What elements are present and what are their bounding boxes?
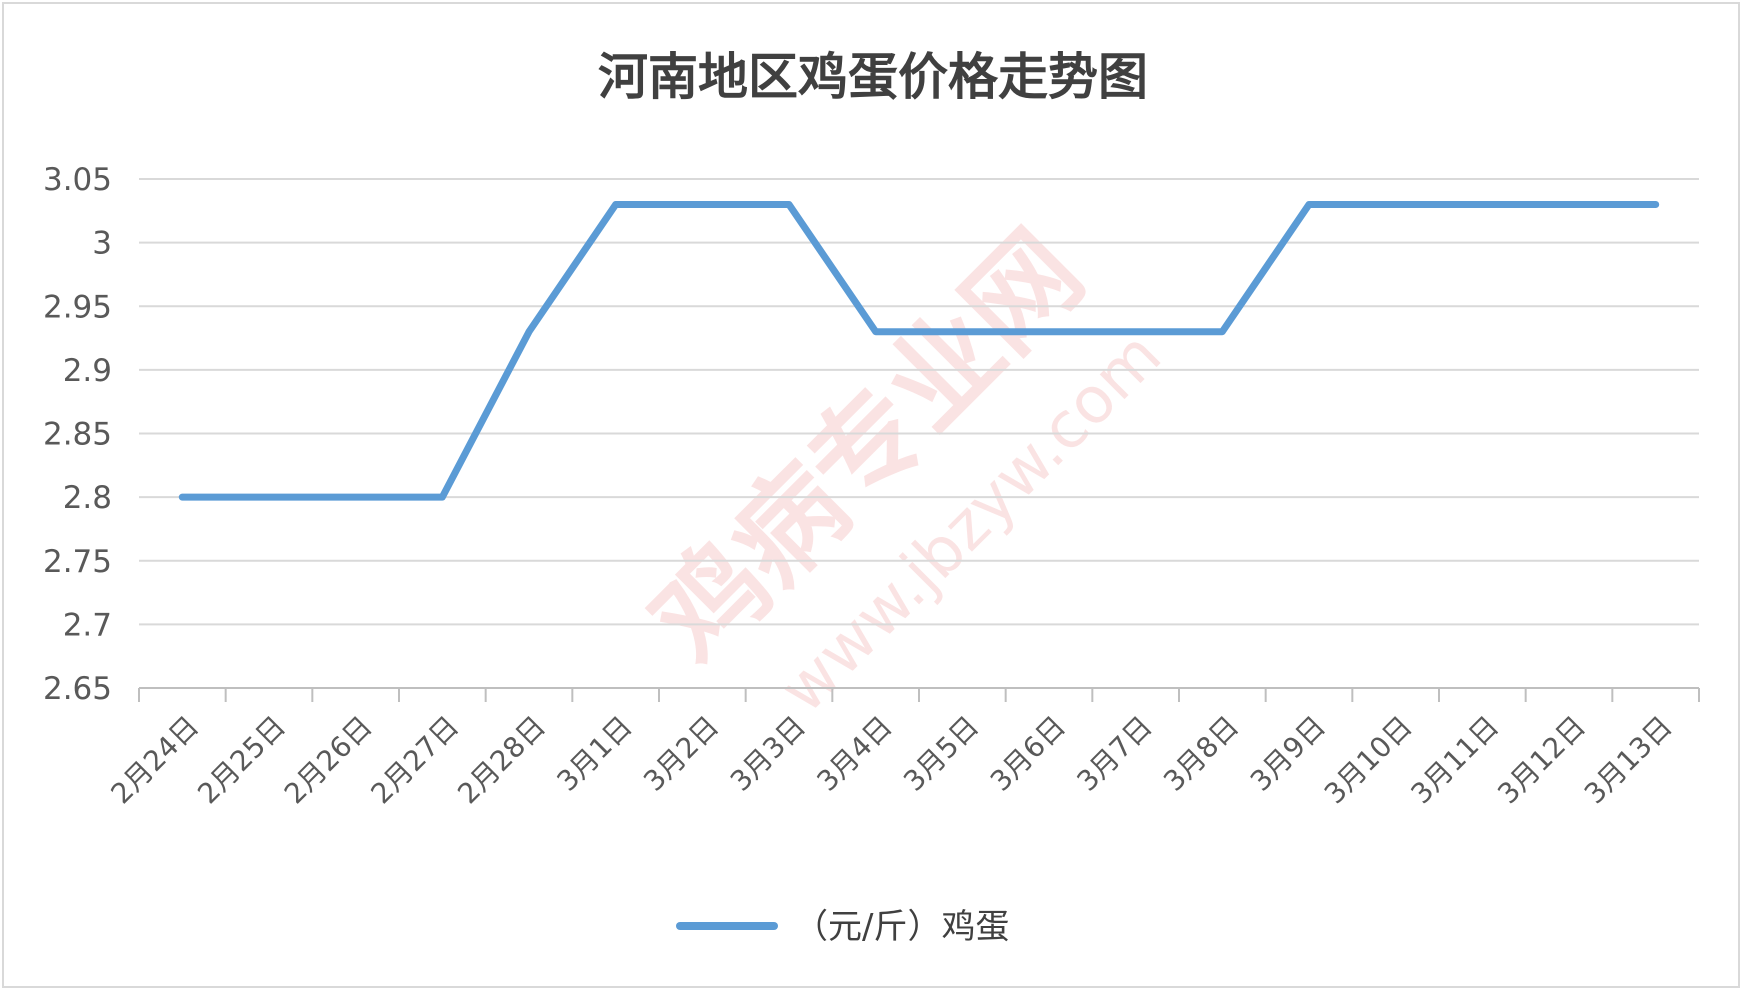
y-tick-label: 2.65 — [43, 671, 112, 707]
x-tick-label: 2月27日 — [365, 710, 466, 811]
series-line — [178, 201, 1660, 501]
watermark: 鸡病专业网 www.jbzyw.com — [627, 207, 1175, 727]
x-tick-label: 3月8日 — [1157, 710, 1245, 798]
x-tick-label: 3月11日 — [1405, 710, 1506, 811]
x-tick-label: 3月12日 — [1491, 710, 1592, 811]
series-layer — [178, 201, 1660, 501]
x-tick-label: 3月2日 — [637, 710, 725, 798]
y-tick-label: 3 — [92, 226, 112, 262]
y-tick-label: 2.8 — [63, 480, 112, 516]
x-tick-label: 3月5日 — [897, 710, 985, 798]
x-tick-label: 3月1日 — [550, 710, 638, 798]
y-tick-label: 2.75 — [43, 544, 112, 580]
x-tick-label: 2月28日 — [451, 710, 552, 811]
legend: （元/斤）鸡蛋 — [676, 907, 1009, 947]
y-tick-label: 2.7 — [63, 607, 112, 643]
x-tick-label: 3月7日 — [1070, 710, 1158, 798]
chart-title: 河南地区鸡蛋价格走势图 — [598, 48, 1148, 106]
line-chart: 鸡病专业网 www.jbzyw.com 河南地区鸡蛋价格走势图 3.05 3 2.9… — [43, 48, 1700, 947]
x-tick-label: 3月6日 — [984, 710, 1072, 798]
x-tick-label: 2月25日 — [191, 710, 292, 811]
y-axis-ticks: 3.05 3 2.95 2.9 2.85 2.8 2.75 2.7 2.65 — [43, 162, 112, 707]
y-tick-label: 2.85 — [43, 417, 112, 453]
x-tick-label: 2月24日 — [105, 710, 206, 811]
y-tick-label: 2.95 — [43, 289, 112, 325]
legend-label: （元/斤）鸡蛋 — [794, 907, 1009, 947]
y-tick-label: 2.9 — [63, 353, 112, 389]
x-tick-label: 2月26日 — [278, 710, 379, 811]
x-tick-label: 3月9日 — [1244, 710, 1332, 798]
x-tick-label: 3月3日 — [724, 710, 812, 798]
x-tick-label: 3月4日 — [810, 710, 898, 798]
x-tick-label: 3月10日 — [1318, 710, 1419, 811]
y-tick-label: 3.05 — [43, 162, 112, 198]
x-axis: 2月24日2月25日2月26日2月27日2月28日3月1日3月2日3月3日3月4… — [105, 687, 1700, 811]
x-tick-label: 3月13日 — [1578, 710, 1679, 811]
